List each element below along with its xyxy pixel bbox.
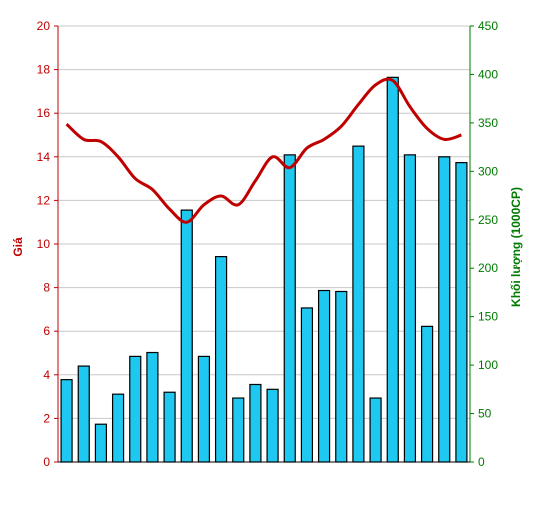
right-tick-label: 450 (478, 19, 498, 33)
volume-bar (403, 154, 417, 463)
right-axis-title: Khối lượng (1000CP) (509, 187, 523, 307)
volume-bar (180, 209, 193, 463)
volume-bar (197, 355, 211, 463)
left-tick-label: 16 (37, 106, 51, 120)
volume-bar (283, 154, 296, 463)
volume-bar (232, 397, 245, 463)
left-tick-label: 4 (43, 368, 50, 382)
right-tick-label: 50 (478, 407, 492, 421)
volume-bars (60, 76, 468, 463)
right-tick-label: 150 (478, 310, 498, 324)
volume-bar (146, 351, 159, 463)
volume-bar (369, 397, 382, 463)
right-tick-label: 400 (478, 67, 498, 81)
price-line (65, 77, 462, 224)
left-tick-label: 8 (43, 281, 50, 295)
volume-bar (455, 162, 468, 463)
volume-bar (300, 307, 314, 463)
left-tick-label: 2 (43, 411, 50, 425)
volume-bar (163, 391, 176, 463)
volume-bar (352, 145, 365, 463)
volume-bar (386, 76, 399, 463)
left-axis-ticks: 0 2 4 6 8 10 12 14 16 18 20 (37, 19, 58, 469)
right-tick-label: 0 (478, 455, 485, 469)
gridlines (58, 25, 470, 463)
volume-bar (94, 423, 108, 463)
left-tick-label: 20 (37, 19, 51, 33)
left-tick-label: 18 (37, 63, 51, 77)
left-axis-title: Giá (11, 237, 25, 257)
left-tick-label: 6 (43, 324, 50, 338)
right-tick-label: 200 (478, 261, 498, 275)
volume-bar (77, 365, 90, 463)
volume-bar (214, 255, 228, 463)
volume-bar (60, 379, 73, 463)
right-tick-label: 100 (478, 358, 498, 372)
volume-bar (420, 325, 434, 463)
left-tick-label: 10 (37, 237, 51, 251)
right-tick-label: 300 (478, 164, 498, 178)
volume-bar (249, 383, 262, 463)
left-tick-label: 14 (37, 150, 51, 164)
right-tick-label: 250 (478, 213, 498, 227)
volume-bar (266, 388, 279, 463)
price-line-group (65, 77, 462, 224)
volume-bar (111, 393, 125, 463)
left-tick-label: 12 (37, 193, 51, 207)
left-tick-label: 0 (43, 455, 50, 469)
volume-bar (129, 355, 142, 463)
volume-bar (438, 156, 451, 463)
volume-bar (317, 289, 331, 463)
volume-bar (335, 290, 348, 463)
right-axis-ticks: 0 50 100 150 200 250 300 350 400 450 (470, 19, 498, 469)
right-tick-label: 350 (478, 116, 498, 130)
